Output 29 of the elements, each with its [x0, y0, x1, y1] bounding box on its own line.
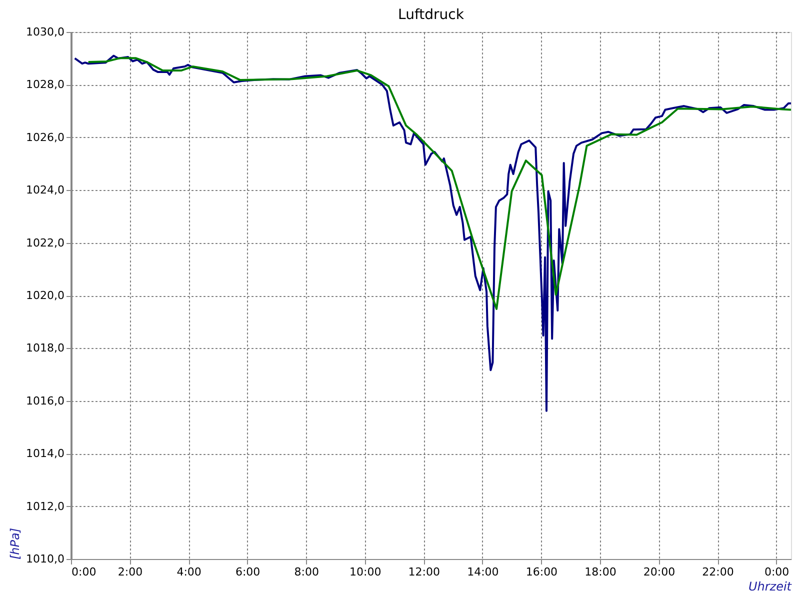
x-tick-label: 16:00	[526, 566, 558, 578]
x-tick-label: 2:00	[118, 566, 143, 578]
y-tick-label: 1020,0	[26, 289, 64, 302]
y-tick-label: 1014,0	[26, 447, 64, 460]
x-tick-label: 20:00	[643, 566, 676, 578]
line-series	[74, 54, 792, 412]
x-tick-label: 18:00	[584, 566, 616, 578]
x-tick-label: 8:00	[294, 566, 319, 578]
y-tick-label: 1016,0	[26, 394, 64, 408]
x-tick-label: 0:00	[764, 566, 790, 578]
line-series	[87, 57, 792, 310]
x-axis-title: Uhrzeit	[748, 580, 793, 594]
y-tick-label: 1030,0	[26, 26, 64, 38]
y-tick-label: 1010,0	[26, 552, 64, 566]
y-tick-label: 1026,0	[26, 130, 64, 144]
x-tick-label: 12:00	[408, 566, 440, 578]
y-tick-label: 1022,0	[26, 236, 64, 250]
x-tick-label: 22:00	[702, 566, 734, 578]
x-tick-label: 10:00	[350, 566, 382, 578]
x-tick-label: 14:00	[467, 566, 499, 578]
x-tick-label: 0:00	[72, 566, 96, 578]
y-axis-title: [hPa]	[8, 528, 22, 560]
y-tick-label: 1018,0	[26, 342, 64, 355]
y-tick-label: 1012,0	[26, 500, 64, 513]
y-tick-label: 1024,0	[26, 184, 64, 197]
x-tick-label: 4:00	[176, 566, 202, 578]
chart-title: Luftdruck	[398, 7, 465, 23]
y-tick-label: 1028,0	[26, 78, 64, 92]
x-tick-label: 6:00	[235, 566, 260, 578]
